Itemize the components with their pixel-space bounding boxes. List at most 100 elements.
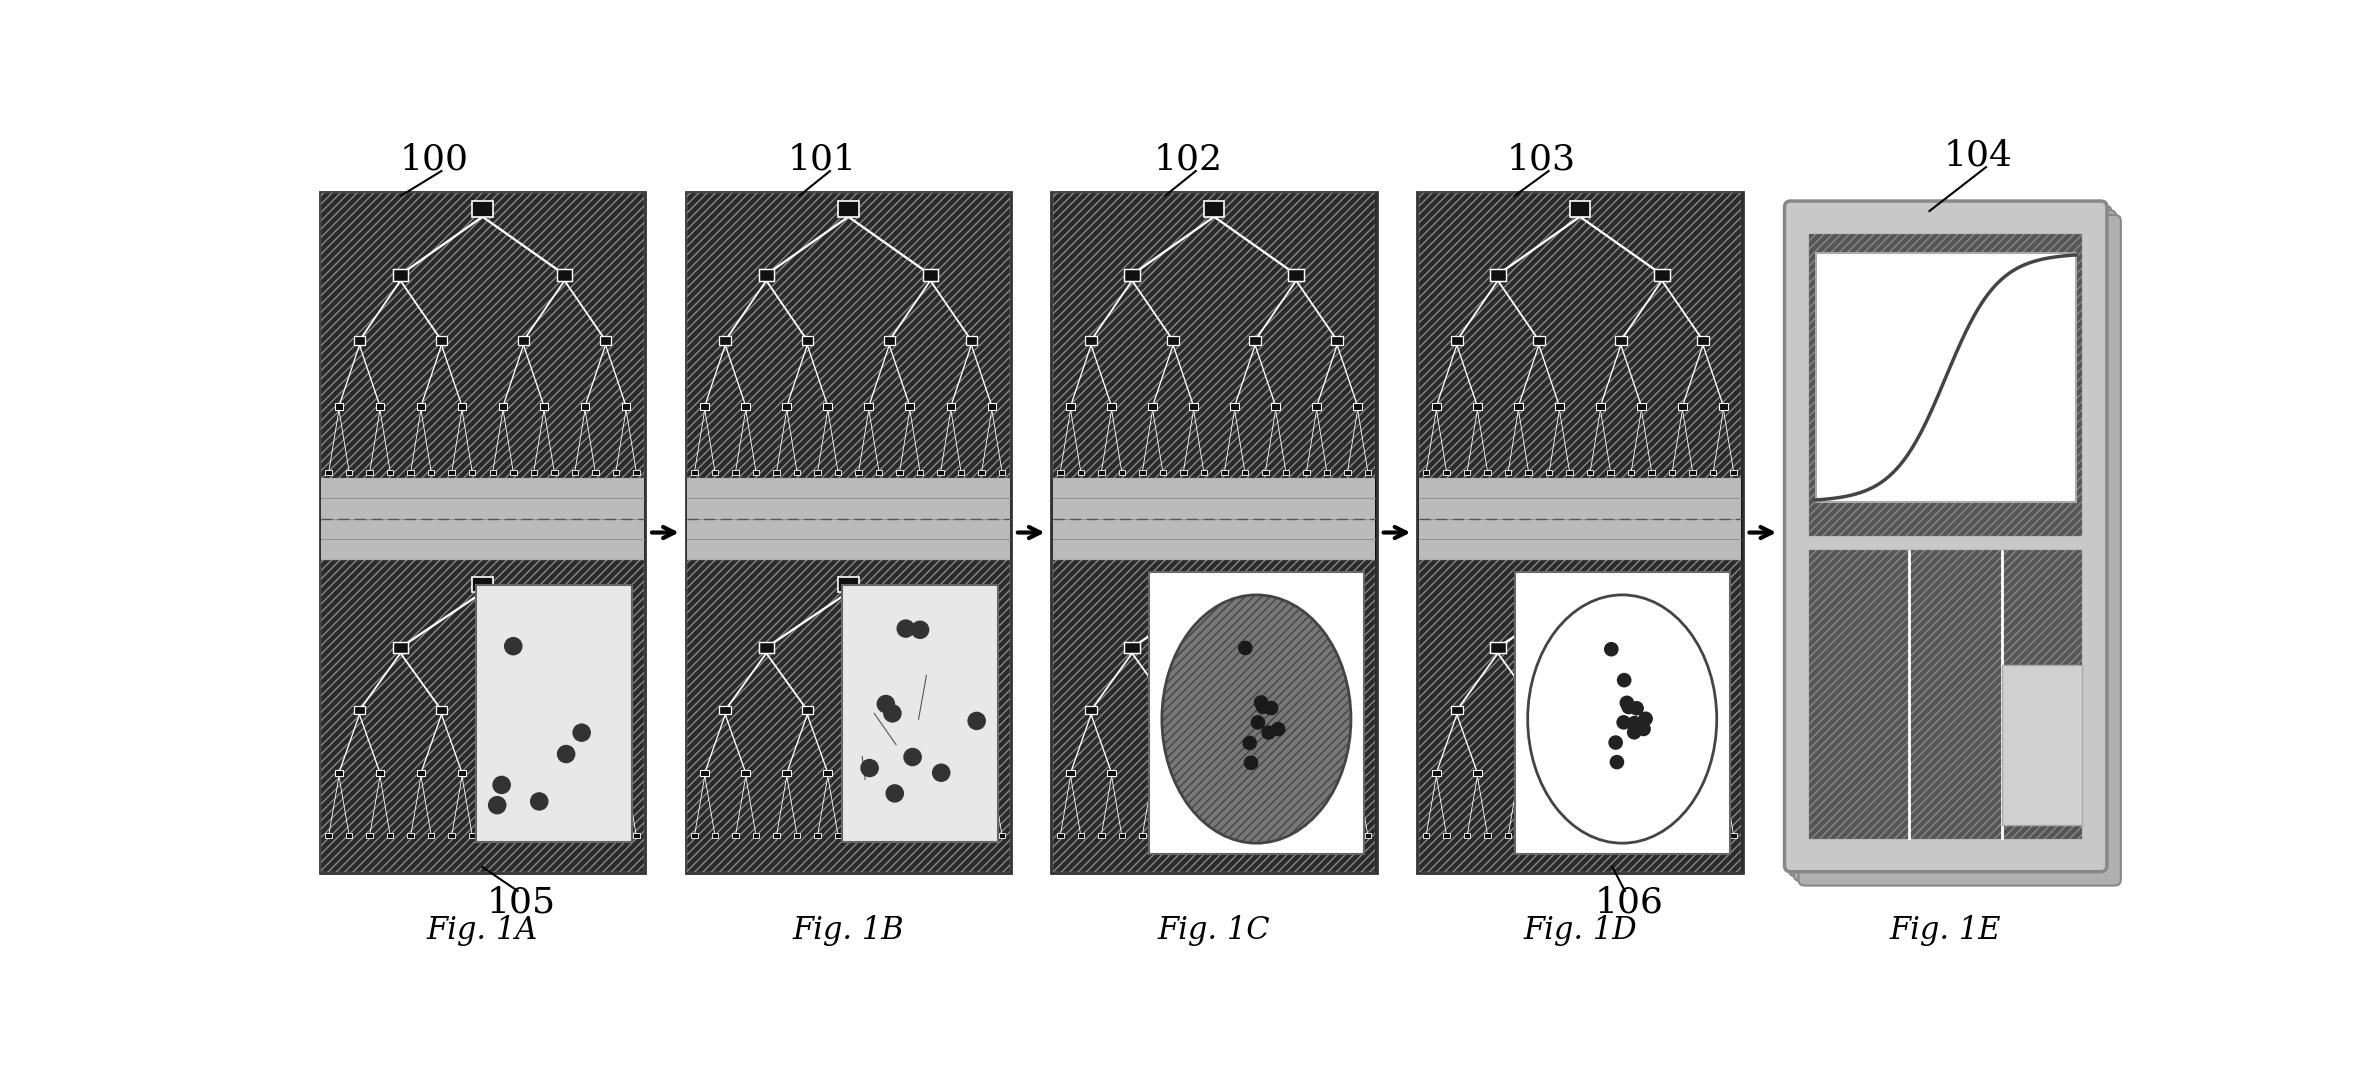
- Bar: [1324, 833, 1331, 838]
- Bar: [823, 403, 833, 410]
- Bar: [1271, 769, 1281, 776]
- Bar: [1262, 833, 1269, 838]
- Bar: [375, 403, 384, 410]
- Bar: [1302, 833, 1309, 838]
- Bar: [541, 403, 548, 410]
- Bar: [1331, 336, 1343, 345]
- Circle shape: [968, 713, 984, 729]
- Bar: [1445, 470, 1449, 474]
- Bar: [1608, 470, 1613, 474]
- Bar: [1302, 470, 1309, 474]
- Circle shape: [878, 695, 894, 713]
- Circle shape: [1271, 723, 1286, 736]
- Bar: [688, 560, 1010, 871]
- Bar: [688, 478, 1010, 560]
- Bar: [897, 833, 904, 838]
- Bar: [923, 269, 937, 281]
- Bar: [752, 470, 759, 474]
- Bar: [320, 560, 643, 871]
- Circle shape: [1611, 755, 1622, 768]
- FancyBboxPatch shape: [1793, 210, 2116, 881]
- Bar: [1637, 403, 1646, 410]
- Bar: [1547, 833, 1551, 838]
- Bar: [835, 833, 842, 838]
- Bar: [436, 706, 448, 715]
- Circle shape: [531, 793, 548, 810]
- Bar: [837, 201, 859, 217]
- Bar: [1188, 403, 1198, 410]
- Bar: [375, 769, 384, 776]
- Bar: [1464, 470, 1471, 474]
- Bar: [759, 642, 773, 653]
- Bar: [937, 833, 944, 838]
- Bar: [541, 769, 548, 776]
- Bar: [686, 192, 1010, 873]
- Bar: [1283, 470, 1288, 474]
- Bar: [572, 470, 579, 474]
- Bar: [621, 403, 631, 410]
- Bar: [856, 833, 861, 838]
- Bar: [353, 336, 365, 345]
- Bar: [1241, 470, 1248, 474]
- Bar: [581, 403, 588, 410]
- Bar: [1677, 769, 1686, 776]
- Bar: [814, 470, 821, 474]
- Bar: [346, 470, 353, 474]
- Bar: [1532, 706, 1544, 715]
- Bar: [1677, 403, 1686, 410]
- Bar: [897, 470, 904, 474]
- Bar: [1452, 706, 1464, 715]
- Text: 102: 102: [1153, 142, 1222, 177]
- Bar: [1181, 470, 1186, 474]
- Bar: [946, 769, 956, 776]
- Bar: [946, 403, 956, 410]
- Bar: [752, 833, 759, 838]
- Bar: [470, 833, 474, 838]
- Bar: [1810, 233, 2083, 536]
- Bar: [1649, 833, 1656, 838]
- Bar: [325, 470, 332, 474]
- Bar: [1250, 706, 1262, 715]
- Bar: [394, 269, 408, 281]
- Bar: [875, 470, 882, 474]
- Bar: [387, 833, 394, 838]
- FancyBboxPatch shape: [1784, 201, 2106, 871]
- Bar: [1312, 769, 1321, 776]
- Bar: [1615, 706, 1627, 715]
- Bar: [1200, 833, 1207, 838]
- Bar: [1148, 769, 1158, 776]
- Bar: [1222, 470, 1229, 474]
- Bar: [759, 269, 773, 281]
- Bar: [965, 336, 977, 345]
- Circle shape: [1618, 674, 1632, 687]
- Bar: [1067, 403, 1075, 410]
- Circle shape: [1243, 737, 1257, 750]
- Circle shape: [1627, 726, 1641, 739]
- Bar: [733, 833, 738, 838]
- Bar: [795, 833, 799, 838]
- Bar: [1547, 470, 1551, 474]
- Bar: [320, 560, 643, 871]
- Bar: [688, 193, 1010, 478]
- Bar: [1124, 269, 1141, 281]
- Bar: [1516, 572, 1729, 855]
- Circle shape: [911, 622, 927, 638]
- Bar: [1331, 706, 1343, 715]
- Bar: [1345, 833, 1350, 838]
- Bar: [1653, 269, 1670, 281]
- Bar: [1067, 769, 1075, 776]
- Circle shape: [489, 796, 505, 814]
- Circle shape: [557, 745, 574, 763]
- Bar: [802, 706, 814, 715]
- Bar: [1490, 269, 1506, 281]
- Bar: [531, 833, 536, 838]
- Bar: [1627, 470, 1634, 474]
- Bar: [470, 470, 474, 474]
- Bar: [1418, 193, 1741, 478]
- Bar: [517, 706, 529, 715]
- Bar: [1058, 833, 1063, 838]
- Circle shape: [897, 620, 913, 637]
- Circle shape: [1637, 723, 1651, 736]
- Bar: [1364, 470, 1371, 474]
- Text: 103: 103: [1506, 142, 1575, 177]
